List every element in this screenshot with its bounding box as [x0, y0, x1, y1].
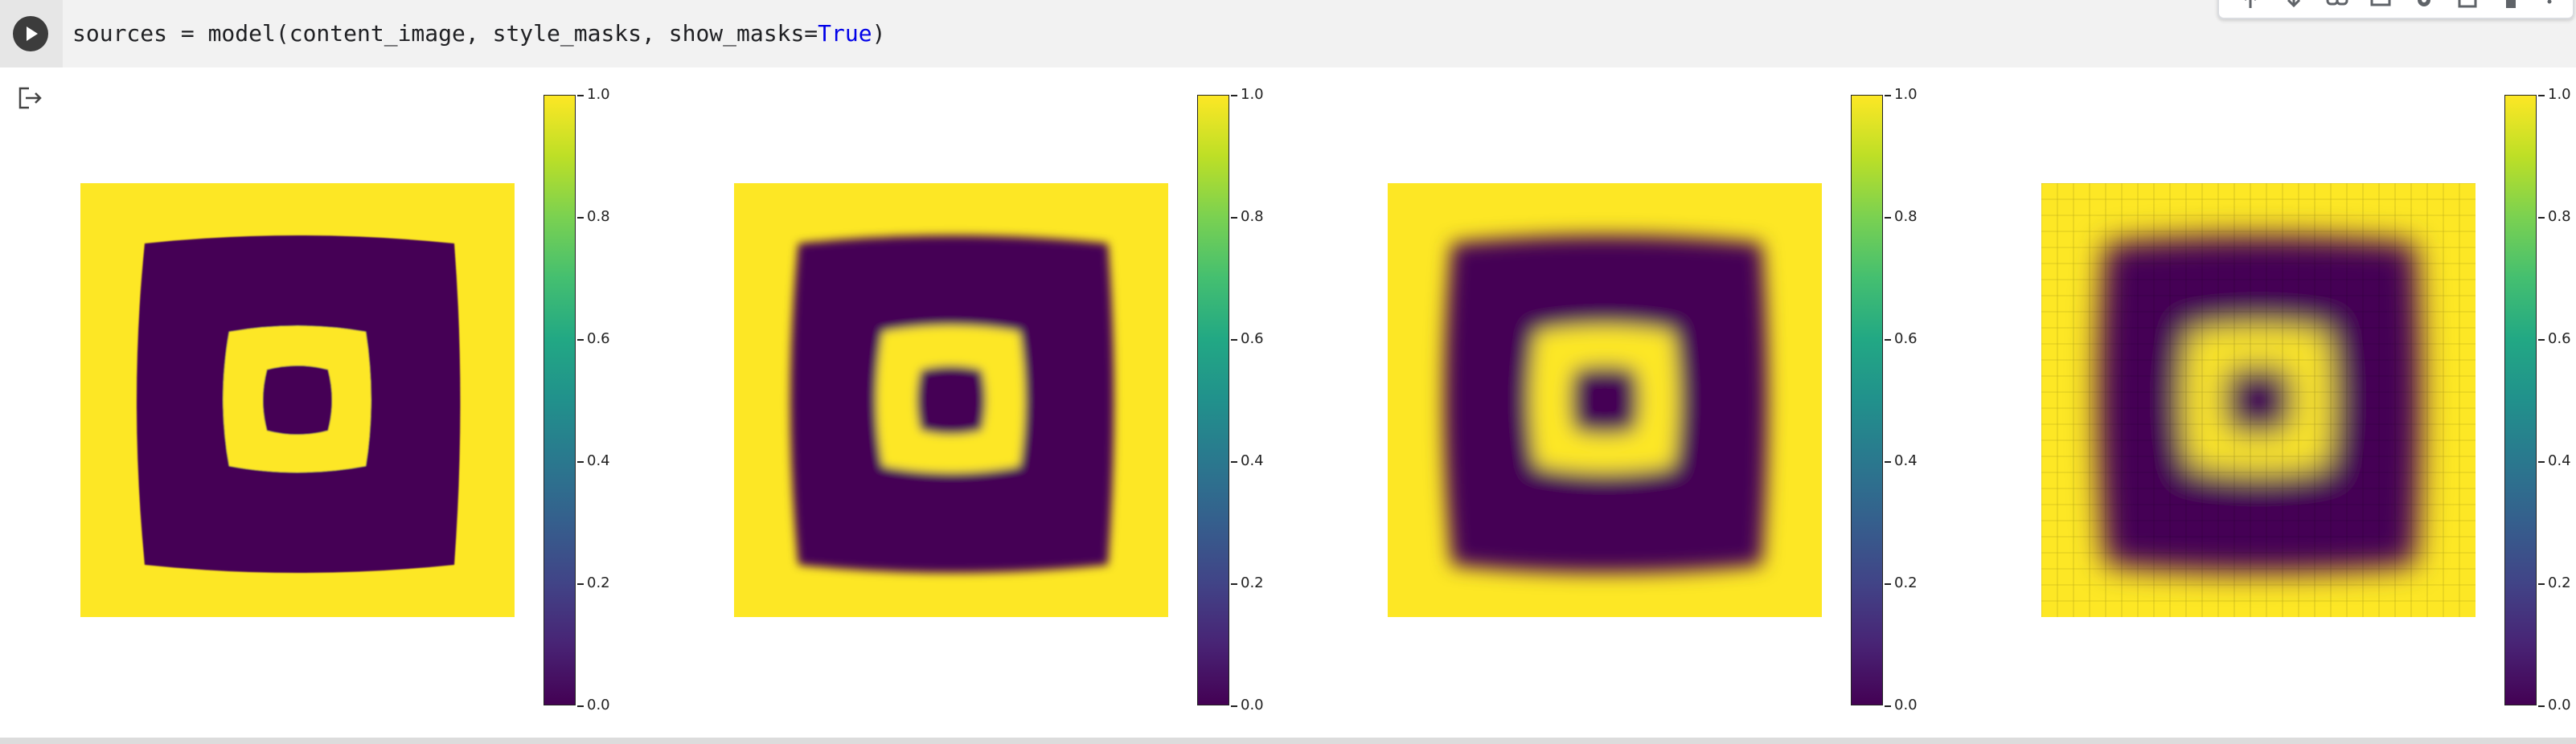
- cell-toolbar: [2217, 0, 2574, 19]
- colorbar-3: [1851, 95, 1883, 705]
- colorbar-tick-label: 1.0: [1885, 86, 1918, 103]
- colorbar-tick-label: 0.8: [1885, 208, 1918, 225]
- comment-icon[interactable]: [2369, 0, 2393, 10]
- colorbar-2: [1197, 95, 1229, 705]
- colorbar-tick-label: 0.4: [1231, 452, 1264, 469]
- run-button[interactable]: [13, 16, 48, 51]
- colorbar-tick-label: 0.2: [577, 574, 610, 591]
- colorbar-tick-label: 0.6: [577, 330, 610, 347]
- code-text-prefix: sources = model(content_image, style_mas…: [72, 20, 818, 47]
- output-exit-icon[interactable]: [16, 85, 45, 111]
- mask-heatmap-1: [80, 183, 515, 617]
- cell-bottom-border: [0, 738, 2576, 744]
- gear-icon[interactable]: [2412, 0, 2436, 10]
- colorbar-tick-label: 0.0: [2538, 697, 2571, 713]
- code-cell[interactable]: sources = model(content_image, style_mas…: [0, 0, 2576, 67]
- mask-heatmap-3: [1388, 183, 1822, 617]
- arrow-up-icon[interactable]: [2238, 0, 2262, 10]
- colorbar-tick-label: 0.4: [577, 452, 610, 469]
- code-editor[interactable]: sources = model(content_image, style_mas…: [72, 18, 885, 50]
- colorbar-tick-label: 0.4: [2538, 452, 2571, 469]
- play-icon: [27, 27, 38, 41]
- colorbar-tick-label: 0.6: [2538, 330, 2571, 347]
- mask-heatmap-4: [2041, 183, 2476, 617]
- arrow-down-icon[interactable]: [2282, 0, 2306, 10]
- colorbar-tick-label: 0.2: [1231, 574, 1264, 591]
- mirror-cell-icon[interactable]: [2455, 0, 2480, 10]
- colorbar-tick-label: 0.0: [1885, 697, 1918, 713]
- colorbar-tick-label: 0.2: [1885, 574, 1918, 591]
- mask-heatmap-2: [734, 183, 1168, 617]
- colorbar-tick-label: 0.6: [1231, 330, 1264, 347]
- colorbar-tick-label: 0.8: [2538, 208, 2571, 225]
- colorbar-1: [544, 95, 576, 705]
- colorbar-tick-label: 0.2: [2538, 574, 2571, 591]
- colorbar-tick-label: 0.8: [1231, 208, 1264, 225]
- colorbar-tick-label: 1.0: [1231, 86, 1264, 103]
- colorbar-4: [2504, 95, 2537, 705]
- colorbar-tick-label: 0.0: [577, 697, 610, 713]
- link-icon[interactable]: [2325, 0, 2349, 10]
- code-keyword: True: [818, 20, 872, 47]
- delete-icon[interactable]: [2499, 0, 2523, 10]
- more-vert-icon[interactable]: [2537, 0, 2562, 10]
- colorbar-tick-label: 0.8: [577, 208, 610, 225]
- colorbar-tick-label: 0.4: [1885, 452, 1918, 469]
- code-text-suffix: ): [872, 20, 886, 47]
- colorbar-tick-label: 1.0: [2538, 86, 2571, 103]
- run-gutter: [0, 0, 63, 67]
- colorbar-tick-label: 0.6: [1885, 330, 1918, 347]
- colorbar-tick-label: 0.0: [1231, 697, 1264, 713]
- colorbar-tick-label: 1.0: [577, 86, 610, 103]
